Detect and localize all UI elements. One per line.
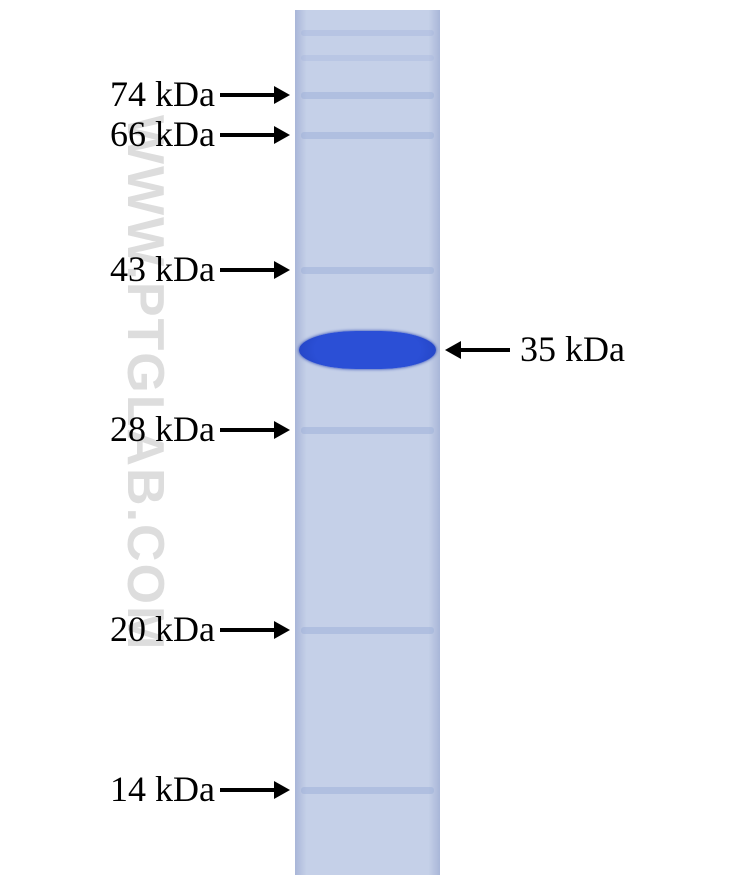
marker-label: 14 kDa xyxy=(110,768,215,810)
marker-label: 28 kDa xyxy=(110,408,215,450)
marker-band xyxy=(301,627,434,634)
marker-label: 43 kDa xyxy=(110,248,215,290)
marker-arrow-icon xyxy=(210,123,300,147)
marker-band xyxy=(301,132,434,139)
marker-arrow-icon xyxy=(210,418,300,442)
marker-band xyxy=(301,92,434,99)
gel-lane xyxy=(295,10,440,875)
marker-arrow-icon xyxy=(210,258,300,282)
marker-band xyxy=(301,267,434,274)
marker-band xyxy=(301,427,434,434)
faint-band xyxy=(301,30,434,36)
marker-arrow-icon xyxy=(210,83,300,107)
faint-band xyxy=(301,55,434,61)
marker-band xyxy=(301,787,434,794)
marker-arrow-icon xyxy=(210,778,300,802)
watermark-text: WWW.PTGLAB.COM xyxy=(115,115,175,651)
target-band-label: 35 kDa xyxy=(520,328,625,370)
target-arrow-icon xyxy=(435,338,520,362)
marker-label: 74 kDa xyxy=(110,73,215,115)
marker-label: 66 kDa xyxy=(110,113,215,155)
main-protein-band xyxy=(299,331,436,369)
marker-label: 20 kDa xyxy=(110,608,215,650)
marker-arrow-icon xyxy=(210,618,300,642)
